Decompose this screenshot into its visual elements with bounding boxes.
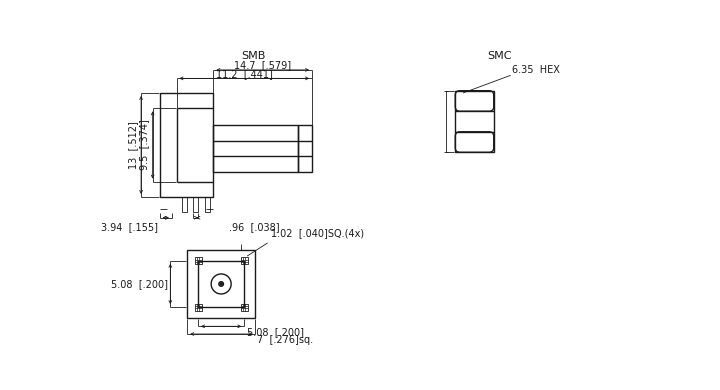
Text: 13  [.512]: 13 [.512] [128,121,138,169]
Bar [182,197,186,212]
Bar [455,91,494,152]
Text: 14.7  [.579]: 14.7 [.579] [234,60,292,70]
Text: 1.02  [.040]SQ.(4x): 1.02 [.040]SQ.(4x) [271,229,364,239]
Bar [194,303,202,310]
Text: SMB: SMB [241,51,266,61]
Bar [198,261,244,307]
Bar [240,257,248,264]
Text: .96  [.038]: .96 [.038] [229,222,279,232]
Text: 7  [.276]sq.: 7 [.276]sq. [257,335,313,345]
Bar [194,197,198,212]
Text: SMC: SMC [487,51,512,61]
Text: 11.2  [.441]: 11.2 [.441] [216,69,273,79]
Bar [194,257,202,264]
Bar [187,250,255,318]
Bar [240,303,248,310]
Bar [160,93,213,197]
Bar [213,125,298,172]
Circle shape [220,283,222,285]
Text: 3.94  [.155]: 3.94 [.155] [101,222,158,232]
Bar [205,197,210,212]
Text: 6.35  HEX: 6.35 HEX [512,64,560,74]
Text: 9.5  [.374]: 9.5 [.374] [140,120,150,170]
Bar [298,125,312,172]
Text: 5.08  [.200]: 5.08 [.200] [111,279,168,289]
Text: 5.08  [.200]: 5.08 [.200] [246,327,304,337]
